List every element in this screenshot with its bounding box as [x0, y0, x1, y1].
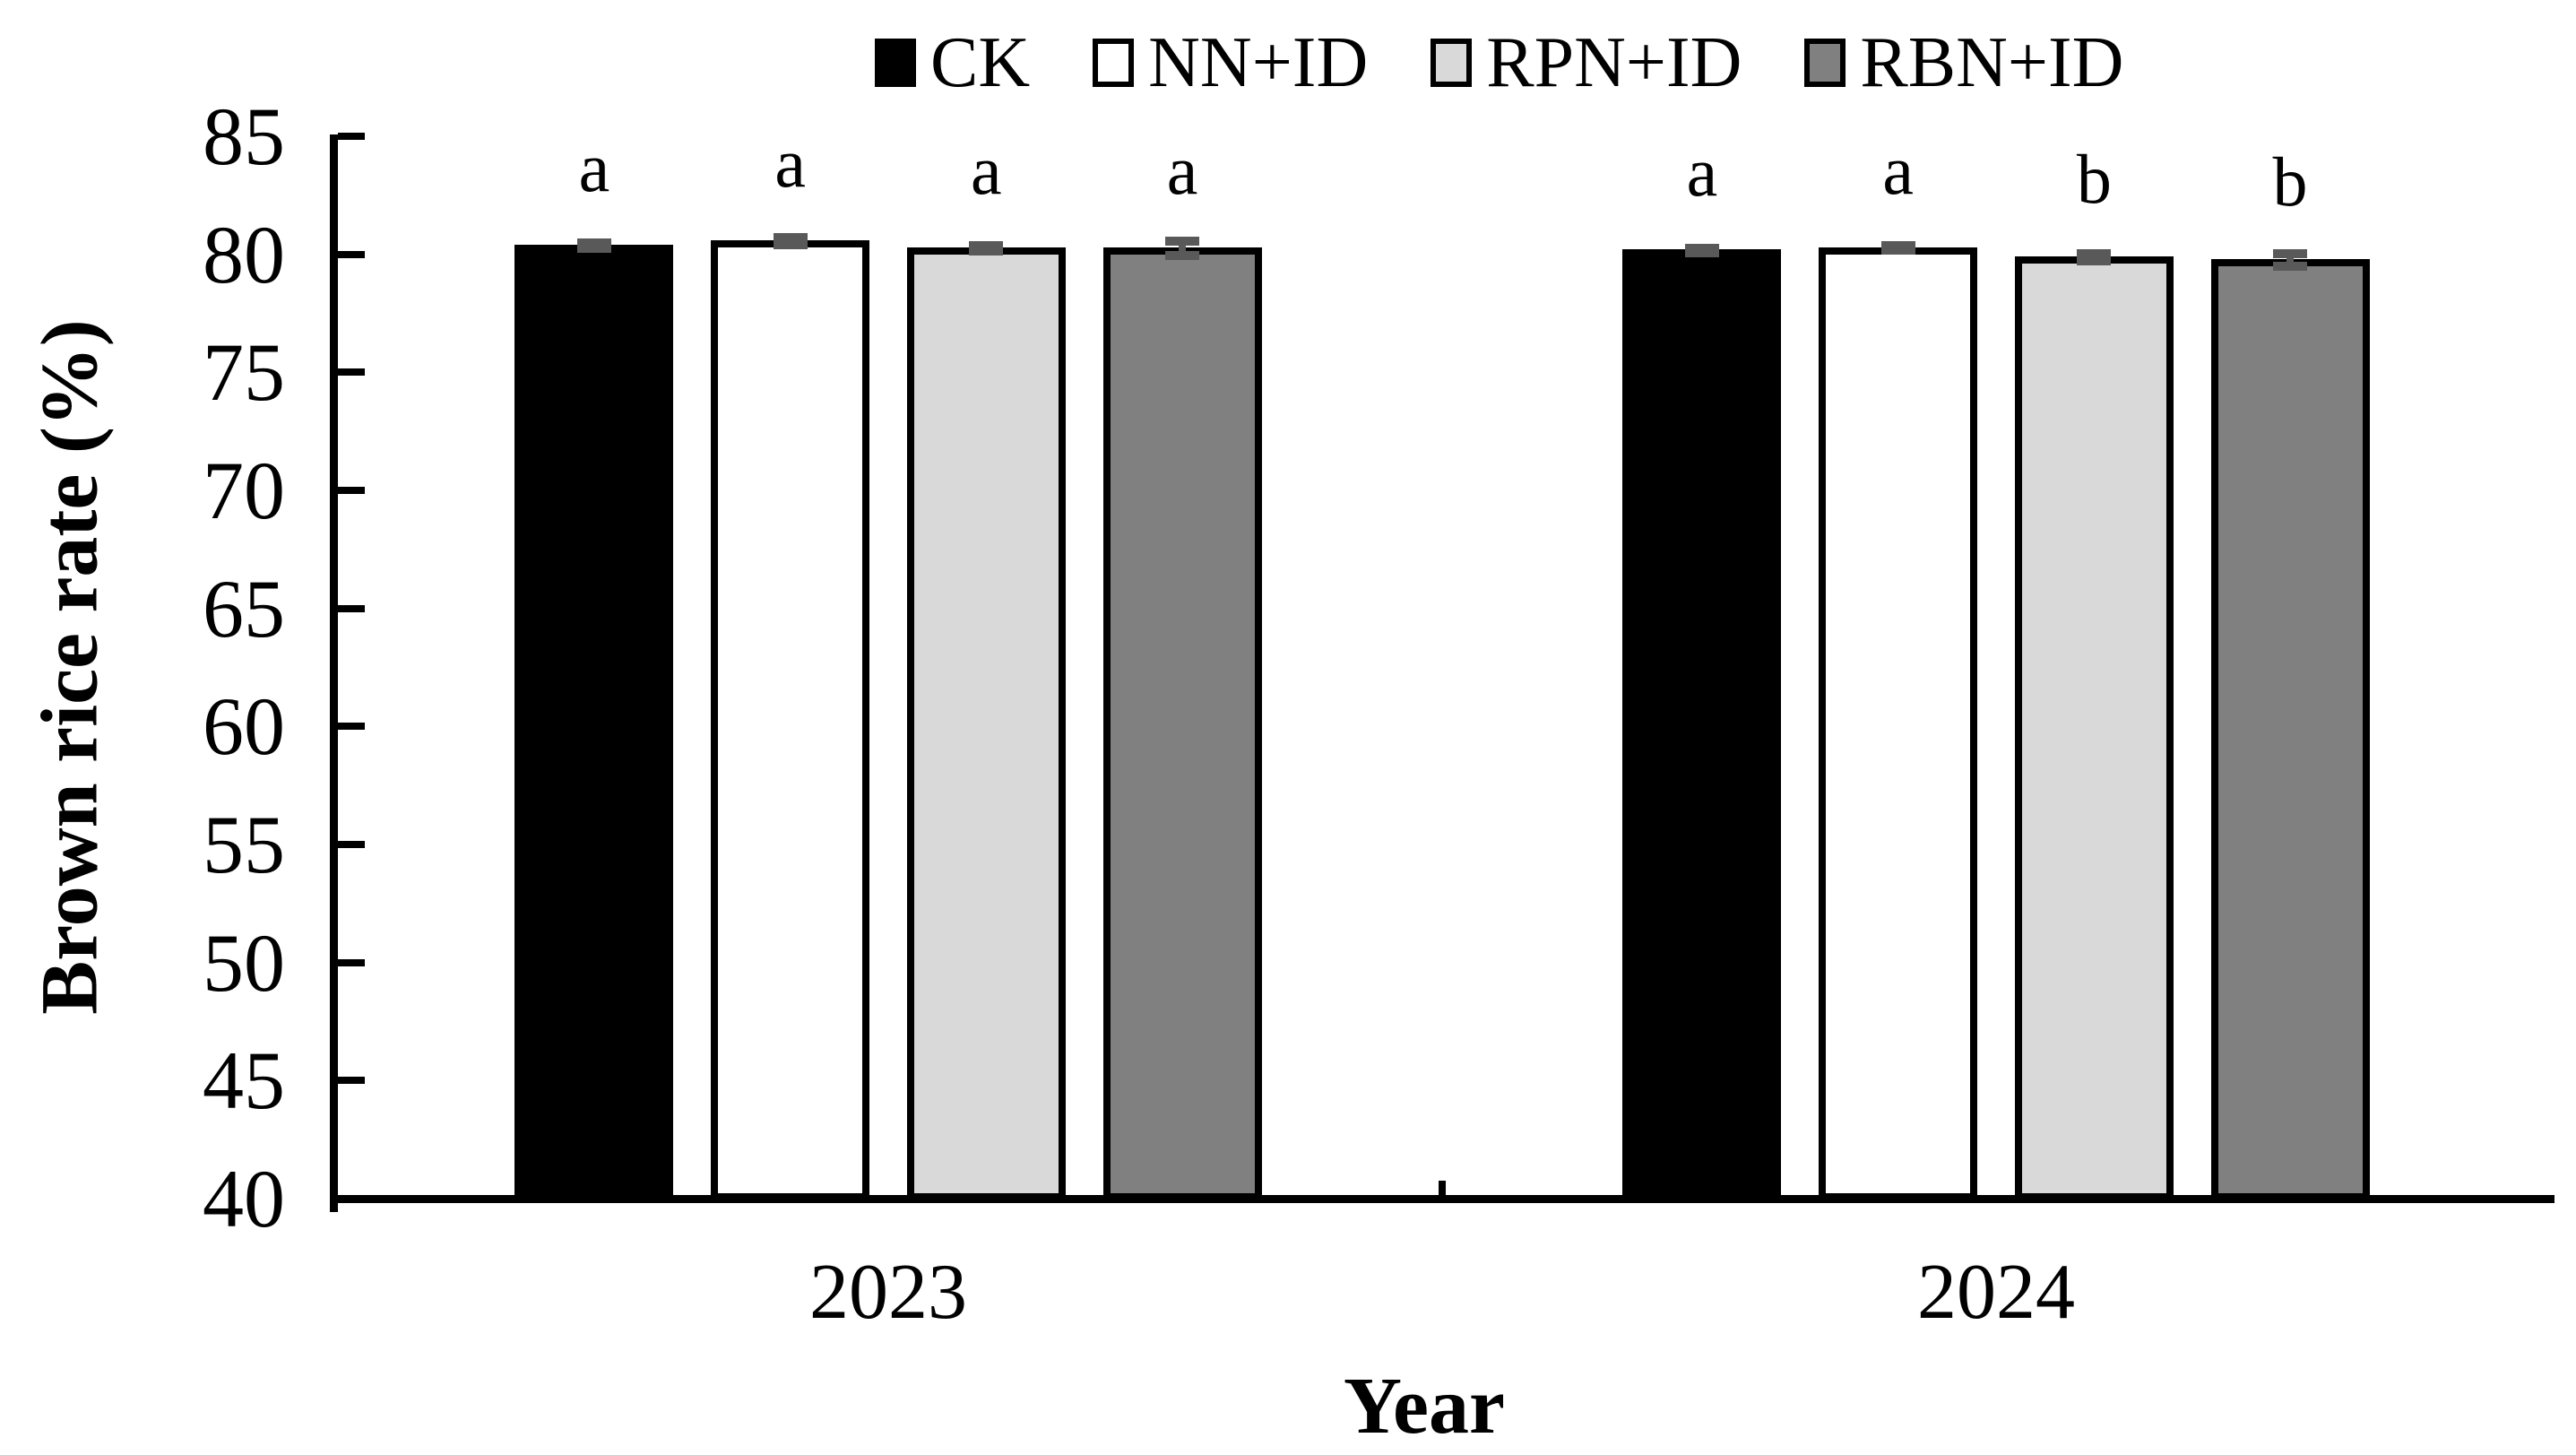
legend-swatch — [1093, 39, 1135, 87]
bar-rbn-id-2024 — [2210, 258, 2370, 1200]
error-bar-cap-bottom — [969, 246, 1004, 255]
error-bar-cap-bottom — [773, 239, 808, 249]
error-bar-cap-bottom — [2273, 261, 2308, 271]
x-category-label: 2024 — [1917, 1249, 2075, 1336]
bar-rpn-id-2024 — [2014, 256, 2174, 1200]
y-tick-label: 75 — [203, 326, 285, 419]
legend-label: RBN+ID — [1860, 23, 2124, 102]
y-axis-tick — [338, 133, 365, 140]
error-bar-cap-top — [576, 238, 611, 247]
y-axis-line — [330, 134, 338, 1212]
y-axis-tick — [338, 723, 365, 731]
significance-letter: a — [774, 123, 806, 202]
error-bar-cap-top — [1880, 241, 1915, 251]
error-bar-cap-top — [1684, 243, 1719, 253]
x-axis-title: Year — [1344, 1362, 1505, 1451]
significance-letter: a — [1166, 130, 1198, 209]
y-axis-title: Brown rice rate (%) — [25, 319, 115, 1015]
error-bar-cap-bottom — [1880, 246, 1915, 255]
y-axis-tick — [338, 604, 365, 612]
error-bar-cap-top — [2077, 249, 2112, 259]
x-category-label: 2023 — [809, 1249, 967, 1336]
legend-item-ck: CK — [875, 27, 1030, 99]
bar-nn-id-2023 — [711, 239, 870, 1200]
y-tick-label: 45 — [203, 1035, 285, 1127]
y-axis-tick — [338, 368, 365, 377]
significance-letter: a — [578, 128, 610, 207]
legend-label: CK — [930, 23, 1031, 102]
significance-letter: b — [2076, 140, 2112, 219]
error-bar-line — [2286, 253, 2295, 265]
legend-swatch — [1804, 39, 1846, 87]
legend-item-rbn-id: RBN+ID — [1804, 27, 2123, 99]
bar-ck-2023 — [514, 245, 674, 1200]
y-axis-tick — [338, 1077, 365, 1085]
y-tick-label: 60 — [203, 680, 285, 773]
legend-item-rpn-id: RPN+ID — [1431, 27, 1742, 99]
error-bar-cap-bottom — [1165, 250, 1200, 260]
bar-rpn-id-2023 — [906, 247, 1066, 1200]
x-axis-line — [330, 1195, 2554, 1203]
legend-label: NN+ID — [1148, 23, 1369, 102]
y-axis-tick — [338, 250, 365, 258]
legend-item-nn-id: NN+ID — [1093, 27, 1368, 99]
legend-swatch — [875, 39, 916, 87]
y-axis-tick — [338, 841, 365, 848]
y-tick-label: 40 — [203, 1153, 285, 1244]
legend-label: RPN+ID — [1486, 23, 1742, 102]
error-bar-cap-top — [969, 240, 1004, 250]
error-bar-cap-top — [773, 232, 808, 242]
error-bar-cap-bottom — [1684, 248, 1719, 258]
significance-letter: b — [2272, 142, 2308, 221]
bar-nn-id-2024 — [1819, 247, 1978, 1200]
y-tick-label: 55 — [203, 799, 285, 890]
significance-letter: a — [971, 130, 1002, 209]
y-tick-label: 70 — [203, 445, 285, 536]
error-bar-cap-bottom — [576, 244, 611, 254]
y-tick-label: 80 — [203, 208, 285, 300]
y-tick-label: 50 — [203, 916, 285, 1009]
error-bar-cap-bottom — [2077, 256, 2112, 266]
bar-ck-2024 — [1622, 249, 1782, 1200]
error-bar-cap-top — [2273, 249, 2308, 259]
y-tick-label: 65 — [203, 562, 285, 654]
legend-swatch — [1431, 39, 1473, 87]
legend: CK NN+ID RPN+ID RBN+ID — [875, 27, 2123, 99]
significance-letter: a — [1686, 133, 1718, 212]
error-bar-cap-top — [1165, 236, 1200, 246]
significance-letter: a — [1882, 130, 1914, 209]
error-bar-line — [1179, 239, 1187, 255]
y-axis-tick — [338, 958, 365, 966]
bar-rbn-id-2023 — [1102, 247, 1262, 1200]
x-axis-boundary-tick — [1439, 1181, 1446, 1195]
y-tick-label: 85 — [203, 91, 285, 182]
y-axis-tick — [338, 487, 365, 494]
